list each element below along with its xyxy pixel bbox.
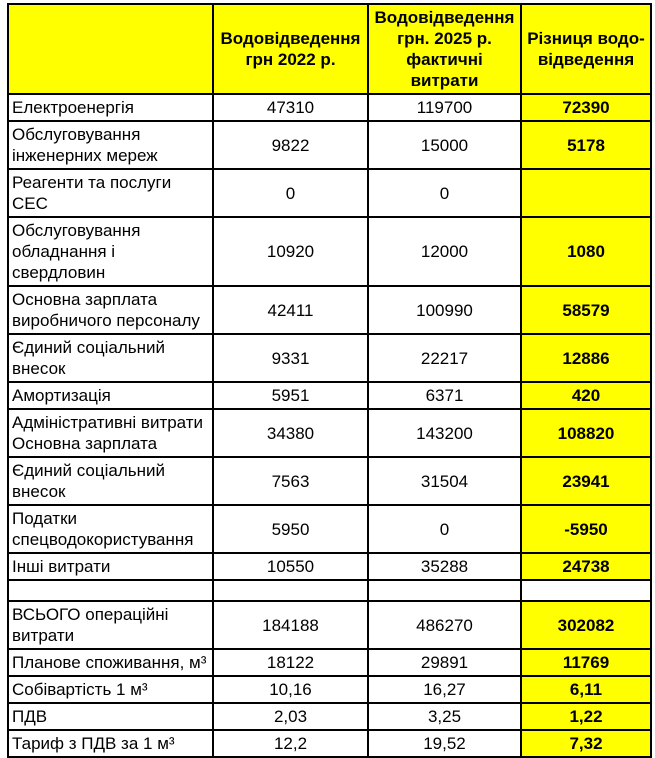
row-label: Тариф з ПДВ за 1 м³	[7, 729, 214, 758]
value-2022: 5950	[212, 504, 369, 554]
value-diff: 24738	[520, 552, 652, 581]
value-2025: 22217	[367, 333, 522, 383]
cost-comparison-table: Водовідведення грн 2022 р. Водовідведенн…	[7, 3, 652, 758]
table-row: Інші витрати 10550 35288 24738	[7, 552, 652, 581]
value-2025: 0	[367, 168, 522, 218]
value-2025: 6371	[367, 381, 522, 410]
table-row: Реагенти та послуги СЕС 0 0	[7, 168, 652, 218]
value-2022: 34380	[212, 408, 369, 458]
table-row: Амортизація 5951 6371 420	[7, 381, 652, 410]
value-2025: 119700	[367, 93, 522, 122]
value-diff: 1080	[520, 216, 652, 287]
row-label: Планове споживання, м³	[7, 648, 214, 677]
row-label: Амортизація	[7, 381, 214, 410]
row-label	[7, 579, 214, 602]
row-label: Інші витрати	[7, 552, 214, 581]
value-2025: 15000	[367, 120, 522, 170]
value-diff: 420	[520, 381, 652, 410]
value-2022: 5951	[212, 381, 369, 410]
value-2025: 29891	[367, 648, 522, 677]
value-diff: 6,11	[520, 675, 652, 704]
value-2025: 100990	[367, 285, 522, 335]
value-2022: 12,2	[212, 729, 369, 758]
value-2022: 18122	[212, 648, 369, 677]
value-2022	[212, 579, 369, 602]
row-label: Основна зарплата виробничого персоналу	[7, 285, 214, 335]
value-2025: 0	[367, 504, 522, 554]
value-2025: 31504	[367, 456, 522, 506]
row-label: Єдиний соціальний внесок	[7, 456, 214, 506]
value-2022: 10550	[212, 552, 369, 581]
value-2025: 143200	[367, 408, 522, 458]
value-2022: 10,16	[212, 675, 369, 704]
value-diff: 302082	[520, 600, 652, 650]
table-row: Обслуговування інженерних мереж 9822 15000…	[7, 120, 652, 170]
table-row: Податки спецводокористування 5950 0 -5950	[7, 504, 652, 554]
row-label: Обслуговування інженерних мереж	[7, 120, 214, 170]
table-row: Електроенергія 47310 119700 72390	[7, 93, 652, 122]
value-diff: 7,32	[520, 729, 652, 758]
table-row: Обслуговування обладнання і свердловин 10…	[7, 216, 652, 287]
table-row: Тариф з ПДВ за 1 м³ 12,2 19,52 7,32	[7, 729, 652, 758]
column-header-2022: Водовідведення грн 2022 р.	[212, 3, 369, 95]
value-2022: 2,03	[212, 702, 369, 731]
row-label: Реагенти та послуги СЕС	[7, 168, 214, 218]
row-label: Податки спецводокористування	[7, 504, 214, 554]
value-2022: 9822	[212, 120, 369, 170]
value-2025: 35288	[367, 552, 522, 581]
row-label: Єдиний соціальний внесок	[7, 333, 214, 383]
row-label: Обслуговування обладнання і свердловин	[7, 216, 214, 287]
column-header-2025: Водовідведення грн. 2025 р. фактичні вит…	[367, 3, 522, 95]
table-row: Адміністративні витрати Основна зарплата…	[7, 408, 652, 458]
value-diff: 23941	[520, 456, 652, 506]
row-label: Електроенергія	[7, 93, 214, 122]
value-2022: 0	[212, 168, 369, 218]
table-row: ПДВ 2,03 3,25 1,22	[7, 702, 652, 731]
value-2025	[367, 579, 522, 602]
value-diff: 12886	[520, 333, 652, 383]
cost-table-body: Електроенергія 47310 119700 72390 Обслуговув…	[7, 93, 652, 758]
value-2022: 42411	[212, 285, 369, 335]
table-row: Основна зарплата виробничого персоналу 42…	[7, 285, 652, 335]
row-label: Адміністративні витрати Основна зарплата	[7, 408, 214, 458]
row-label: ВСЬОГО операційні витрати	[7, 600, 214, 650]
value-2022: 47310	[212, 93, 369, 122]
value-diff: 108820	[520, 408, 652, 458]
row-label: Собівартість 1 м³	[7, 675, 214, 704]
value-2025: 486270	[367, 600, 522, 650]
spacer-row	[7, 579, 652, 602]
header-row: Водовідведення грн 2022 р. Водовідведенн…	[7, 3, 652, 95]
value-diff: 72390	[520, 93, 652, 122]
column-header-item	[7, 3, 214, 95]
value-2025: 3,25	[367, 702, 522, 731]
value-2025: 12000	[367, 216, 522, 287]
value-2025: 16,27	[367, 675, 522, 704]
value-2025: 19,52	[367, 729, 522, 758]
value-diff: 1,22	[520, 702, 652, 731]
value-2022: 7563	[212, 456, 369, 506]
value-diff	[520, 579, 652, 602]
row-label: ПДВ	[7, 702, 214, 731]
value-2022: 9331	[212, 333, 369, 383]
value-2022: 184188	[212, 600, 369, 650]
column-header-diff: Різниця водо- відведення	[520, 3, 652, 95]
table-row: Єдиний соціальний внесок 7563 31504 23941	[7, 456, 652, 506]
value-diff: -5950	[520, 504, 652, 554]
value-2022: 10920	[212, 216, 369, 287]
value-diff: 58579	[520, 285, 652, 335]
table-row: Планове споживання, м³ 18122 29891 11769	[7, 648, 652, 677]
table-row: Собівартість 1 м³ 10,16 16,27 6,11	[7, 675, 652, 704]
value-diff: 11769	[520, 648, 652, 677]
table-row: Єдиний соціальний внесок 9331 22217 12886	[7, 333, 652, 383]
value-diff: 5178	[520, 120, 652, 170]
table-row: ВСЬОГО операційні витрати 184188 486270 302…	[7, 600, 652, 650]
value-diff	[520, 168, 652, 218]
table-header: Водовідведення грн 2022 р. Водовідведенн…	[7, 3, 652, 95]
